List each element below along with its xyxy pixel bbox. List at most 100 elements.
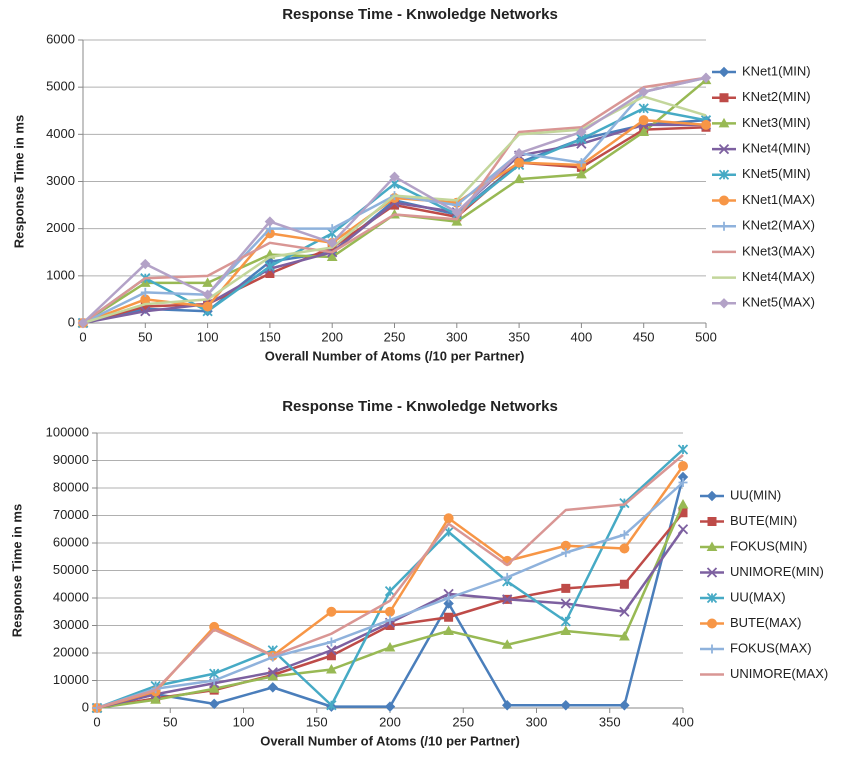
y-axis-title: Response Time in ms: [11, 115, 26, 248]
y-tick-label: 80000: [53, 479, 89, 494]
y-tick-label: 0: [68, 314, 75, 329]
marker: [326, 251, 338, 261]
marker: [140, 306, 151, 317]
marker: [202, 301, 213, 312]
y-tick-label: 4000: [46, 126, 75, 141]
y-axis-title: Response Time in ms: [9, 504, 24, 637]
legend-label: BUTE(MAX): [730, 615, 802, 630]
marker: [677, 444, 689, 455]
marker: [707, 618, 718, 629]
marker: [576, 168, 587, 179]
marker: [560, 540, 571, 551]
y-tick-label: 100000: [46, 424, 89, 439]
legend-label: KNet5(MAX): [742, 295, 815, 310]
marker: [267, 682, 279, 693]
marker: [209, 621, 220, 632]
legend-label: KNet3(MIN): [742, 115, 811, 130]
series-line: [96, 503, 685, 710]
legend-label: KNet4(MIN): [742, 141, 811, 156]
x-tick-label: 500: [695, 329, 717, 344]
marker: [264, 216, 276, 227]
marker: [677, 498, 689, 509]
legend-label: UU(MIN): [730, 487, 781, 502]
marker: [326, 700, 337, 711]
marker: [202, 277, 213, 287]
marker: [385, 606, 396, 617]
marker: [678, 478, 688, 487]
x-tick-label: 300: [446, 329, 468, 344]
y-tick-label: 2000: [46, 220, 75, 235]
x-tick-label: 350: [508, 329, 530, 344]
chart-title: Response Time - Knwoledge Networks: [282, 398, 558, 415]
marker: [389, 171, 400, 182]
marker: [619, 606, 630, 617]
legend-label: UNIMORE(MIN): [730, 564, 824, 579]
marker: [718, 66, 730, 78]
marker: [638, 103, 649, 114]
marker: [385, 615, 395, 625]
legend-label: KNet1(MAX): [742, 192, 815, 207]
x-tick-label: 200: [321, 329, 343, 344]
x-tick-label: 400: [672, 714, 694, 729]
marker: [706, 490, 718, 502]
x-tick-label: 300: [526, 714, 548, 729]
x-tick-label: 50: [163, 714, 177, 729]
marker: [560, 616, 571, 627]
y-tick-label: 50000: [53, 562, 89, 577]
marker: [140, 258, 151, 270]
legend-label: BUTE(MIN): [730, 513, 797, 528]
marker: [502, 572, 512, 582]
marker: [706, 592, 718, 604]
y-tick-label: 1000: [46, 267, 75, 282]
marker: [208, 698, 220, 710]
y-tick-label: 20000: [53, 644, 89, 659]
legend-label: UU(MAX): [730, 589, 786, 604]
marker: [719, 93, 729, 103]
x-tick-label: 250: [384, 329, 406, 344]
x-axis-title: Overall Number of Atoms (/10 per Partner…: [265, 348, 525, 363]
marker: [326, 663, 337, 674]
marker: [619, 630, 630, 641]
marker: [638, 126, 650, 136]
marker: [140, 287, 150, 297]
marker: [513, 147, 525, 159]
x-tick-label: 150: [306, 714, 328, 729]
marker: [502, 594, 513, 605]
y-tick-label: 60000: [53, 534, 89, 549]
x-tick-label: 200: [379, 714, 401, 729]
marker: [326, 645, 337, 656]
marker: [706, 541, 718, 551]
y-tick-label: 70000: [53, 507, 89, 522]
marker: [677, 524, 689, 535]
marker: [267, 670, 279, 681]
legend-label: KNet3(MAX): [742, 243, 815, 258]
marker: [560, 598, 571, 609]
marker: [501, 700, 513, 711]
marker: [501, 639, 513, 649]
marker: [451, 206, 463, 218]
x-tick-label: 350: [599, 714, 621, 729]
legend-label: KNet4(MAX): [742, 269, 815, 284]
marker: [513, 173, 525, 184]
y-tick-label: 90000: [53, 452, 89, 467]
marker: [326, 237, 338, 249]
marker: [700, 72, 712, 83]
x-axis-title: Overall Number of Atoms (/10 per Partner…: [260, 733, 520, 748]
legend-label: KNet2(MAX): [742, 218, 815, 233]
marker: [443, 625, 454, 635]
marker: [202, 289, 213, 300]
marker: [384, 585, 396, 597]
marker: [718, 117, 730, 128]
marker: [718, 298, 730, 309]
marker: [208, 683, 220, 693]
marker: [384, 641, 396, 652]
marker: [267, 667, 278, 678]
marker: [619, 700, 630, 711]
marker: [561, 548, 571, 558]
y-tick-label: 0: [82, 699, 89, 714]
marker: [444, 612, 454, 622]
x-tick-label: 250: [452, 714, 474, 729]
marker: [707, 517, 717, 526]
marker: [140, 294, 151, 305]
